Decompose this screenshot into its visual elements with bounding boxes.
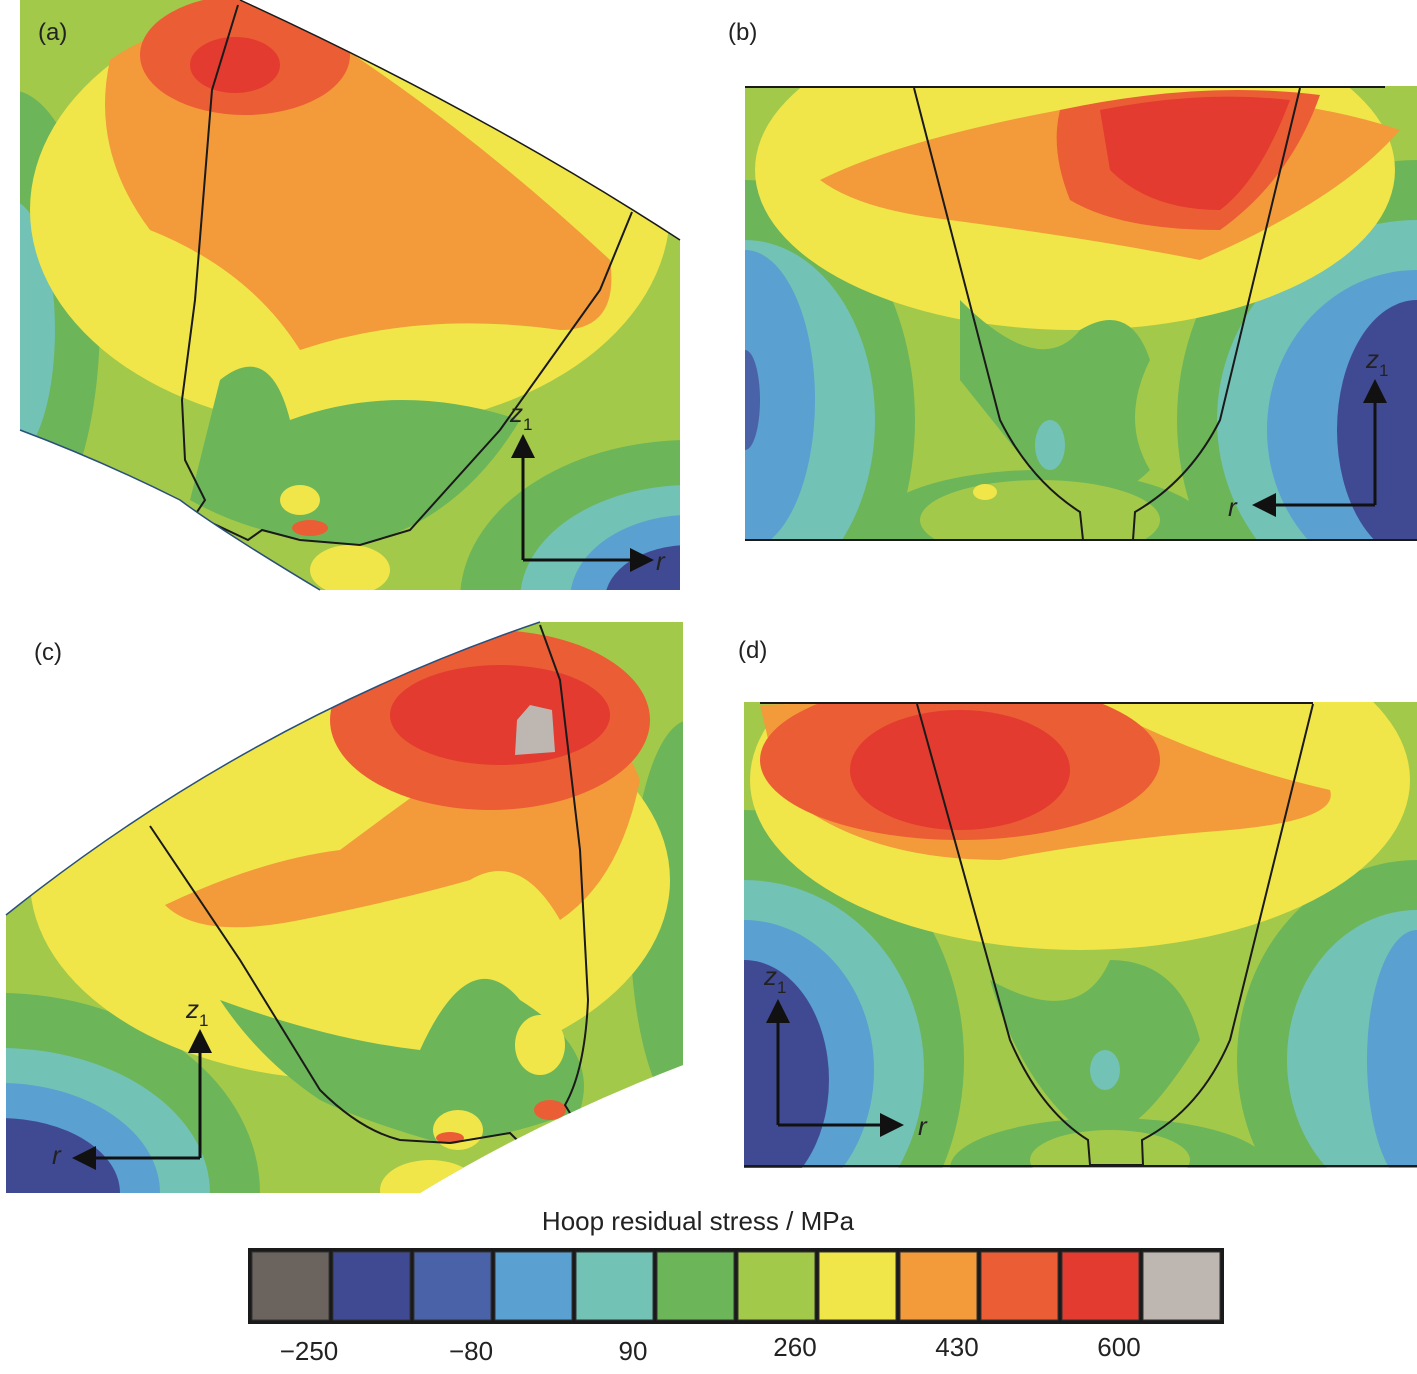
color-swatch <box>251 1251 330 1321</box>
colorbar: Hoop residual stress / MPa −250 −80 90 260 4… <box>248 1206 1224 1366</box>
color-swatch <box>575 1251 654 1321</box>
r-label: r <box>918 1111 928 1141</box>
colorbar-tick-label: 600 <box>1097 1332 1140 1362</box>
colorbar-frame <box>248 1248 1224 1324</box>
color-swatch <box>494 1251 573 1321</box>
contour-b <box>745 86 1417 541</box>
color-swatch <box>1142 1251 1221 1321</box>
panel-label: (c) <box>34 639 62 666</box>
r-label: r <box>1228 492 1238 522</box>
colorbar-tick-label: −250 <box>280 1336 339 1366</box>
color-swatch <box>1061 1251 1140 1321</box>
colorbar-tick-label: −80 <box>449 1336 493 1366</box>
z-label: z1 <box>509 398 532 434</box>
z-label: z1 <box>763 961 786 997</box>
color-swatch <box>332 1251 411 1321</box>
colorbar-tick-label: 90 <box>619 1336 648 1366</box>
color-swatch <box>899 1251 978 1321</box>
panel-label: (b) <box>728 19 757 46</box>
color-swatch <box>656 1251 735 1321</box>
z-label: z1 <box>185 994 208 1030</box>
color-swatch <box>413 1251 492 1321</box>
panel-label: (d) <box>738 637 767 664</box>
color-swatch <box>980 1251 1059 1321</box>
z-label: z1 <box>1365 344 1388 380</box>
r-label: r <box>52 1140 62 1170</box>
colorbar-tick-label: 260 <box>773 1332 816 1362</box>
colorbar-tick-label: 430 <box>935 1332 978 1362</box>
contour-d <box>744 702 1417 1168</box>
color-swatch <box>818 1251 897 1321</box>
color-swatch <box>737 1251 816 1321</box>
r-label: r <box>656 546 666 576</box>
panel-label: (a) <box>38 19 67 46</box>
colorbar-title: Hoop residual stress / MPa <box>542 1206 855 1236</box>
